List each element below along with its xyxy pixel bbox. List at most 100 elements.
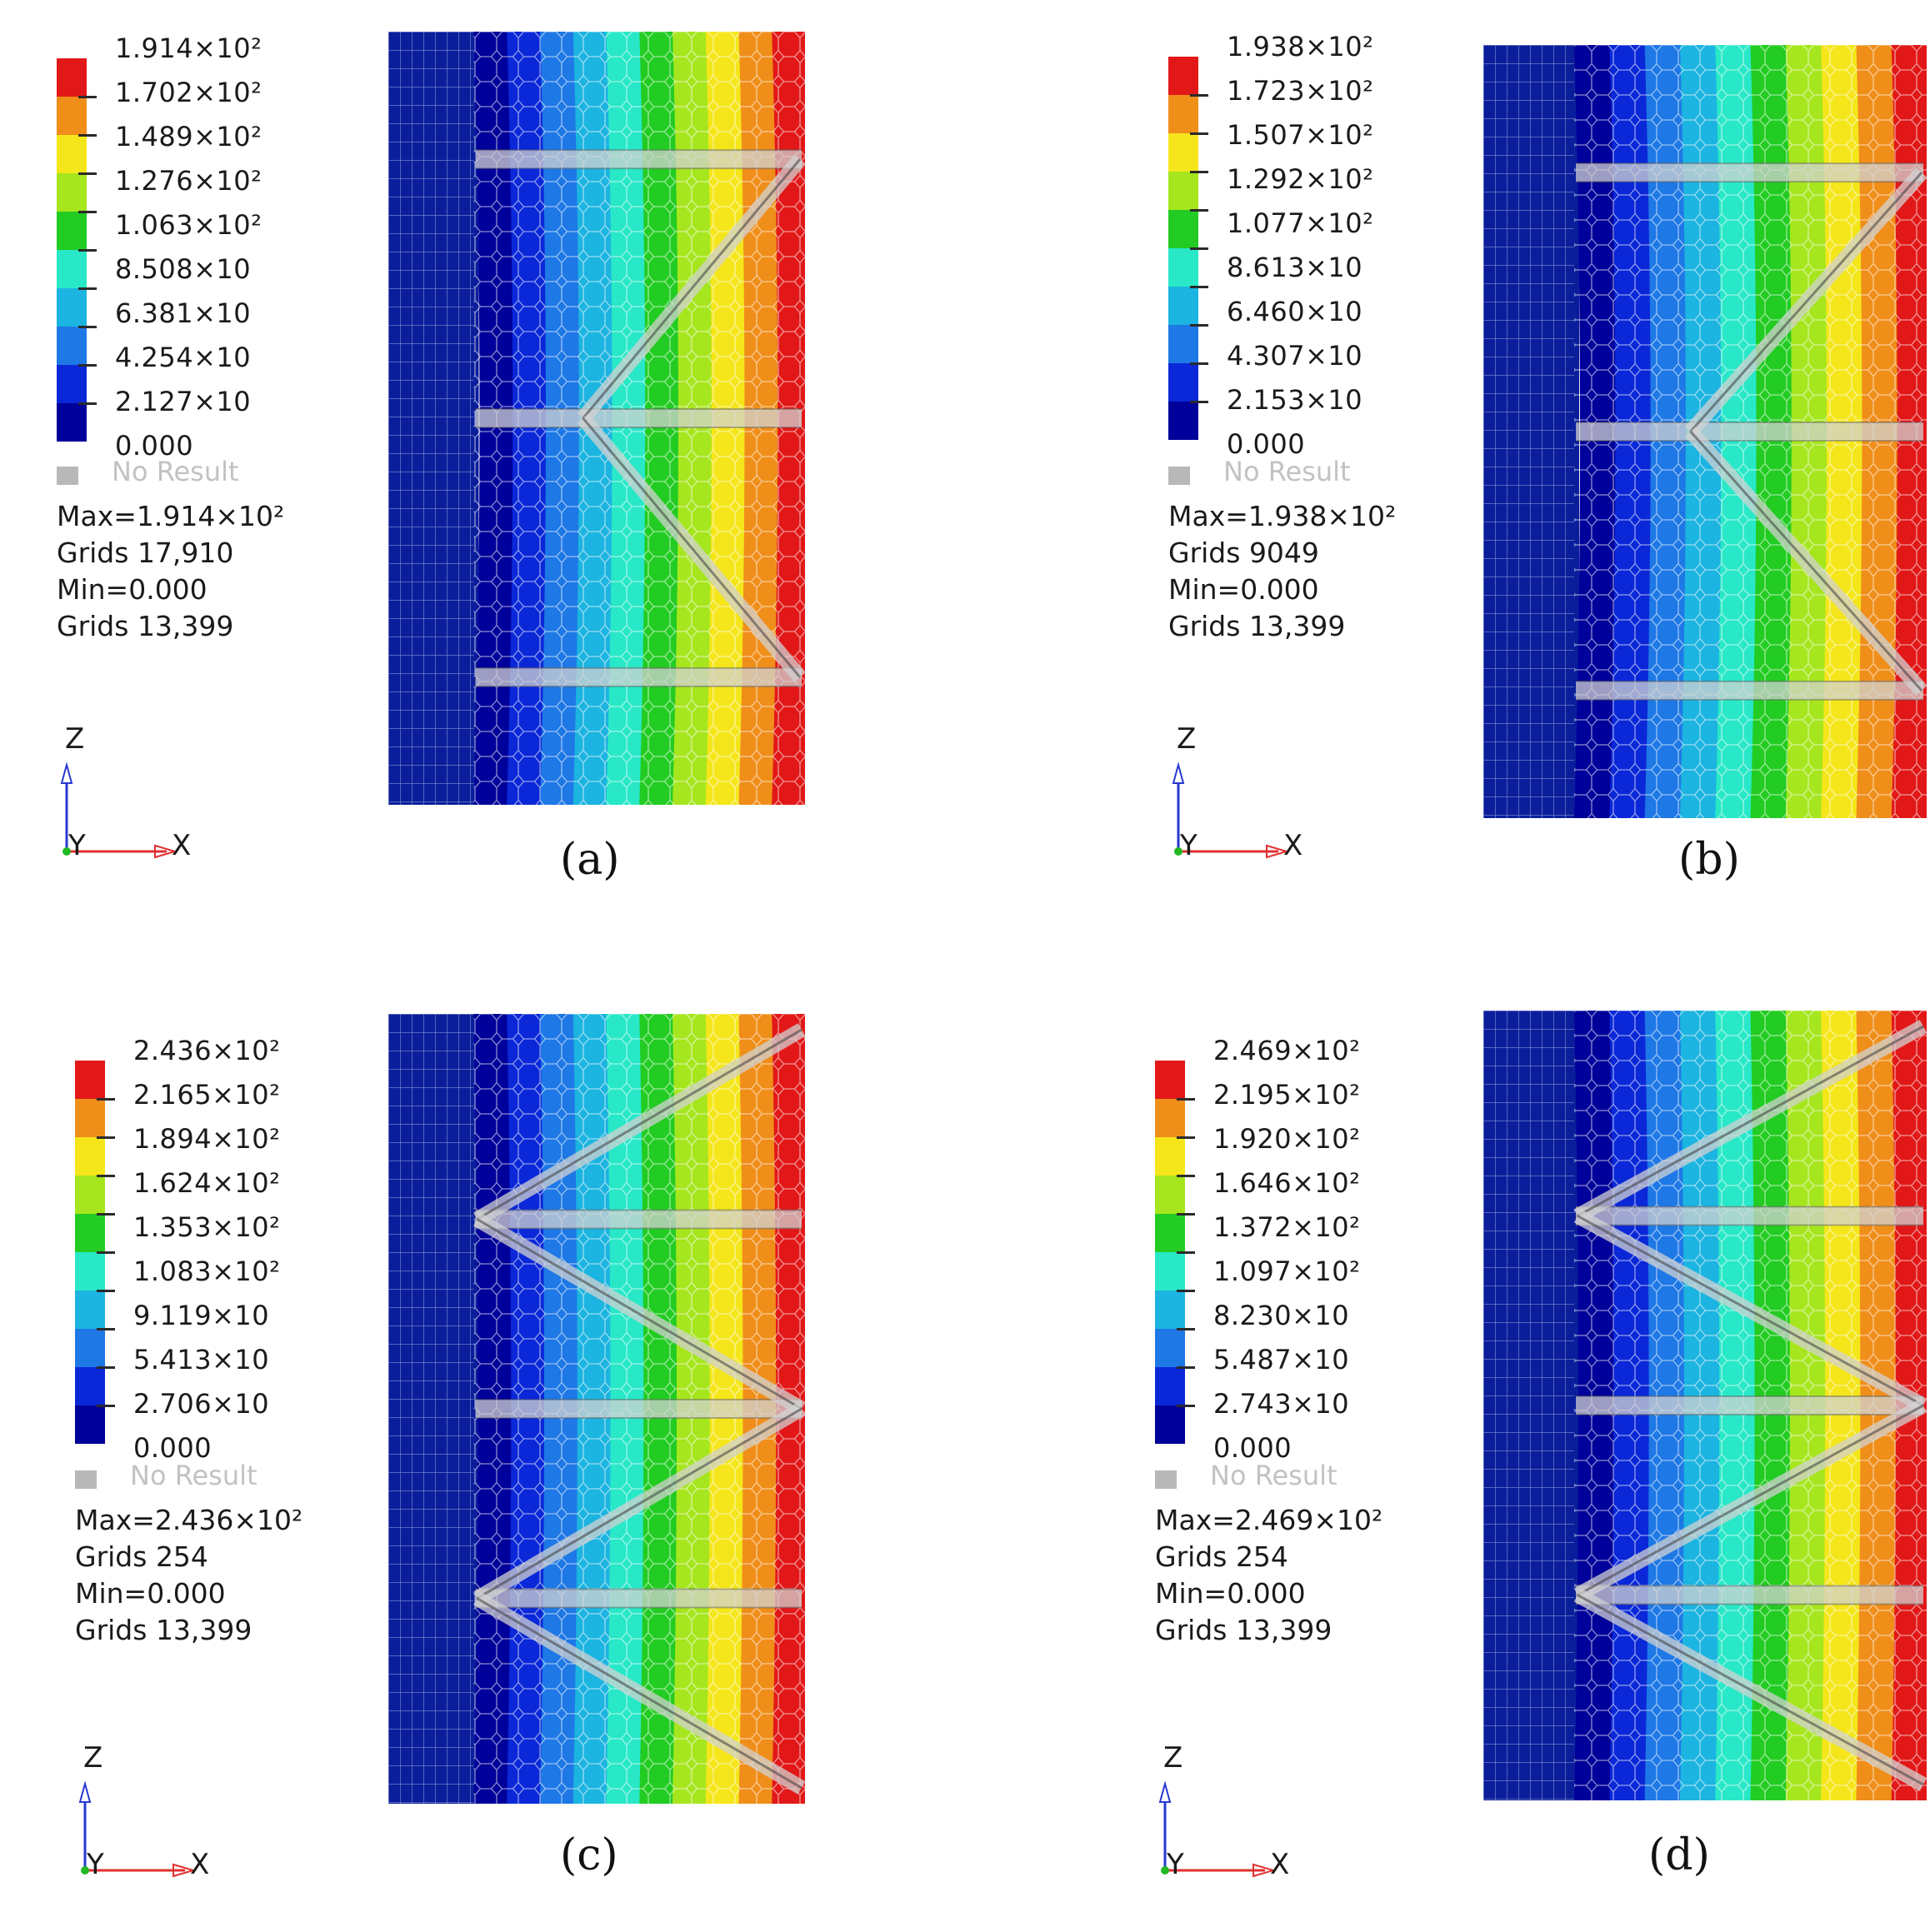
no-result-swatch (57, 467, 78, 485)
legend-label: 1.894×10² (133, 1123, 281, 1155)
legend-label: 2.469×10² (1213, 1035, 1361, 1066)
legend-label: 0.000 (1227, 428, 1306, 460)
legend-tick (78, 211, 97, 213)
legend-swatch (1155, 1367, 1185, 1405)
stats-grids-min: Grids 13,399 (75, 1614, 252, 1646)
legend-swatch (57, 288, 87, 327)
legend-tick (1177, 1175, 1195, 1177)
stats-grids-min: Grids 13,399 (57, 610, 234, 642)
brace-diagonal-edge (1577, 1594, 1924, 1786)
brace-diagonal-edge (476, 1407, 802, 1600)
brace-diagonal-edge (582, 158, 802, 419)
legend-swatch (1168, 402, 1198, 440)
panel-c: 2.436×10² 2.165×10² 1.894×10² 1.624×10² … (0, 966, 965, 1931)
legend-label: 2.706×10 (133, 1388, 270, 1420)
legend-label: 8.230×10 (1213, 1300, 1350, 1331)
contour-plot (388, 32, 805, 805)
legend-swatch (57, 173, 87, 212)
legend-label: 1.372×10² (1213, 1211, 1361, 1243)
legend-swatch (75, 1405, 105, 1444)
stats-grids-min: Grids 13,399 (1155, 1614, 1332, 1646)
legend-label: 2.743×10 (1213, 1388, 1350, 1420)
stats-min: Min=0.000 (57, 573, 208, 606)
legend-label: 1.353×10² (133, 1211, 281, 1243)
legend-color-bar (1155, 1061, 1185, 1444)
legend-label: 1.083×10² (133, 1256, 281, 1287)
legend-color-bar (1168, 57, 1198, 440)
legend-swatch (75, 1176, 105, 1214)
legend-tick (1177, 1136, 1195, 1139)
legend-swatch (1155, 1329, 1185, 1367)
panel-a: 1.914×10² 1.702×10² 1.489×10² 1.276×10² … (0, 0, 965, 966)
legend-swatch (75, 1061, 105, 1099)
legend-swatch (75, 1214, 105, 1252)
legend-tick (1190, 132, 1208, 135)
legend-label: 1.920×10² (1213, 1123, 1361, 1155)
legend-tick (1177, 1213, 1195, 1216)
no-result-label: No Result (112, 456, 239, 487)
legend-swatch (1155, 1176, 1185, 1214)
mesh-grid (1483, 45, 1575, 818)
legend-tick (1177, 1366, 1195, 1369)
legend-tick (78, 172, 97, 175)
axis-z-label: Z (83, 1741, 103, 1775)
legend-label: 1.624×10² (133, 1167, 281, 1199)
axis-triad-icon (60, 761, 178, 859)
legend-tick (1190, 171, 1208, 173)
legend-label: 1.507×10² (1227, 119, 1374, 151)
legend-tick (1190, 362, 1208, 365)
brace-diagonal-edge (1577, 1215, 1924, 1407)
axis-triad: Z Y X (68, 1744, 218, 1885)
legend-swatch (1155, 1061, 1185, 1099)
legend-label: 1.276×10² (115, 165, 262, 197)
legend-label: 4.254×10 (115, 342, 252, 373)
legend-label: 9.119×10 (133, 1300, 270, 1331)
legend-label: 6.460×10 (1227, 296, 1363, 327)
legend-tick (1177, 1328, 1195, 1330)
legend-swatch (57, 58, 87, 97)
legend-swatch (57, 327, 87, 365)
legend-label: 5.413×10 (133, 1344, 270, 1375)
legend-swatch (1155, 1099, 1185, 1137)
axis-triad: Z Y X (50, 725, 200, 866)
stats-max: Max=1.914×10² (57, 500, 285, 532)
legend-label: 0.000 (115, 430, 194, 462)
legend-swatch (1168, 363, 1198, 402)
legend-tick (78, 134, 97, 137)
axis-x-label: X (190, 1848, 210, 1881)
legend-label: 1.097×10² (1213, 1256, 1361, 1287)
contour-svg (1483, 1011, 1927, 1800)
legend-swatch (1168, 287, 1198, 325)
axis-y-label: Y (68, 829, 86, 862)
axis-x-label: X (1283, 829, 1303, 862)
brace-diagonal-edge (1689, 431, 1923, 691)
legend-tick (1177, 1290, 1195, 1292)
legend-label: 0.000 (1213, 1432, 1292, 1464)
legend-tick (97, 1213, 115, 1216)
brace-diagonal-edge (582, 417, 802, 678)
legend-tick (78, 287, 97, 290)
legend-swatch (75, 1252, 105, 1290)
legend-label: 2.195×10² (1213, 1079, 1361, 1111)
legend-tick (97, 1175, 115, 1177)
legend-swatch (57, 97, 87, 135)
axis-triad: Z Y X (1162, 725, 1312, 866)
legend-label: 8.613×10 (1227, 252, 1363, 283)
mesh-grid (388, 32, 474, 805)
legend-tick (97, 1098, 115, 1101)
axis-y-label: Y (1167, 1848, 1184, 1881)
axis-triad: Z Y X (1148, 1744, 1298, 1885)
legend-tick (97, 1290, 115, 1292)
stats-min: Min=0.000 (75, 1577, 226, 1610)
legend-label: 6.381×10 (115, 297, 252, 329)
axis-triad-icon (78, 1780, 197, 1878)
stats-grids-max: Grids 254 (1155, 1540, 1288, 1573)
mesh-grid (388, 1014, 474, 1804)
legend-tick (1190, 324, 1208, 327)
stats-grids-max: Grids 254 (75, 1540, 208, 1573)
legend-tick (78, 364, 97, 367)
stats-max: Max=1.938×10² (1168, 500, 1397, 532)
legend-swatch (1155, 1252, 1185, 1290)
contour-svg (1483, 45, 1927, 818)
panel-caption: (c) (560, 1830, 618, 1880)
